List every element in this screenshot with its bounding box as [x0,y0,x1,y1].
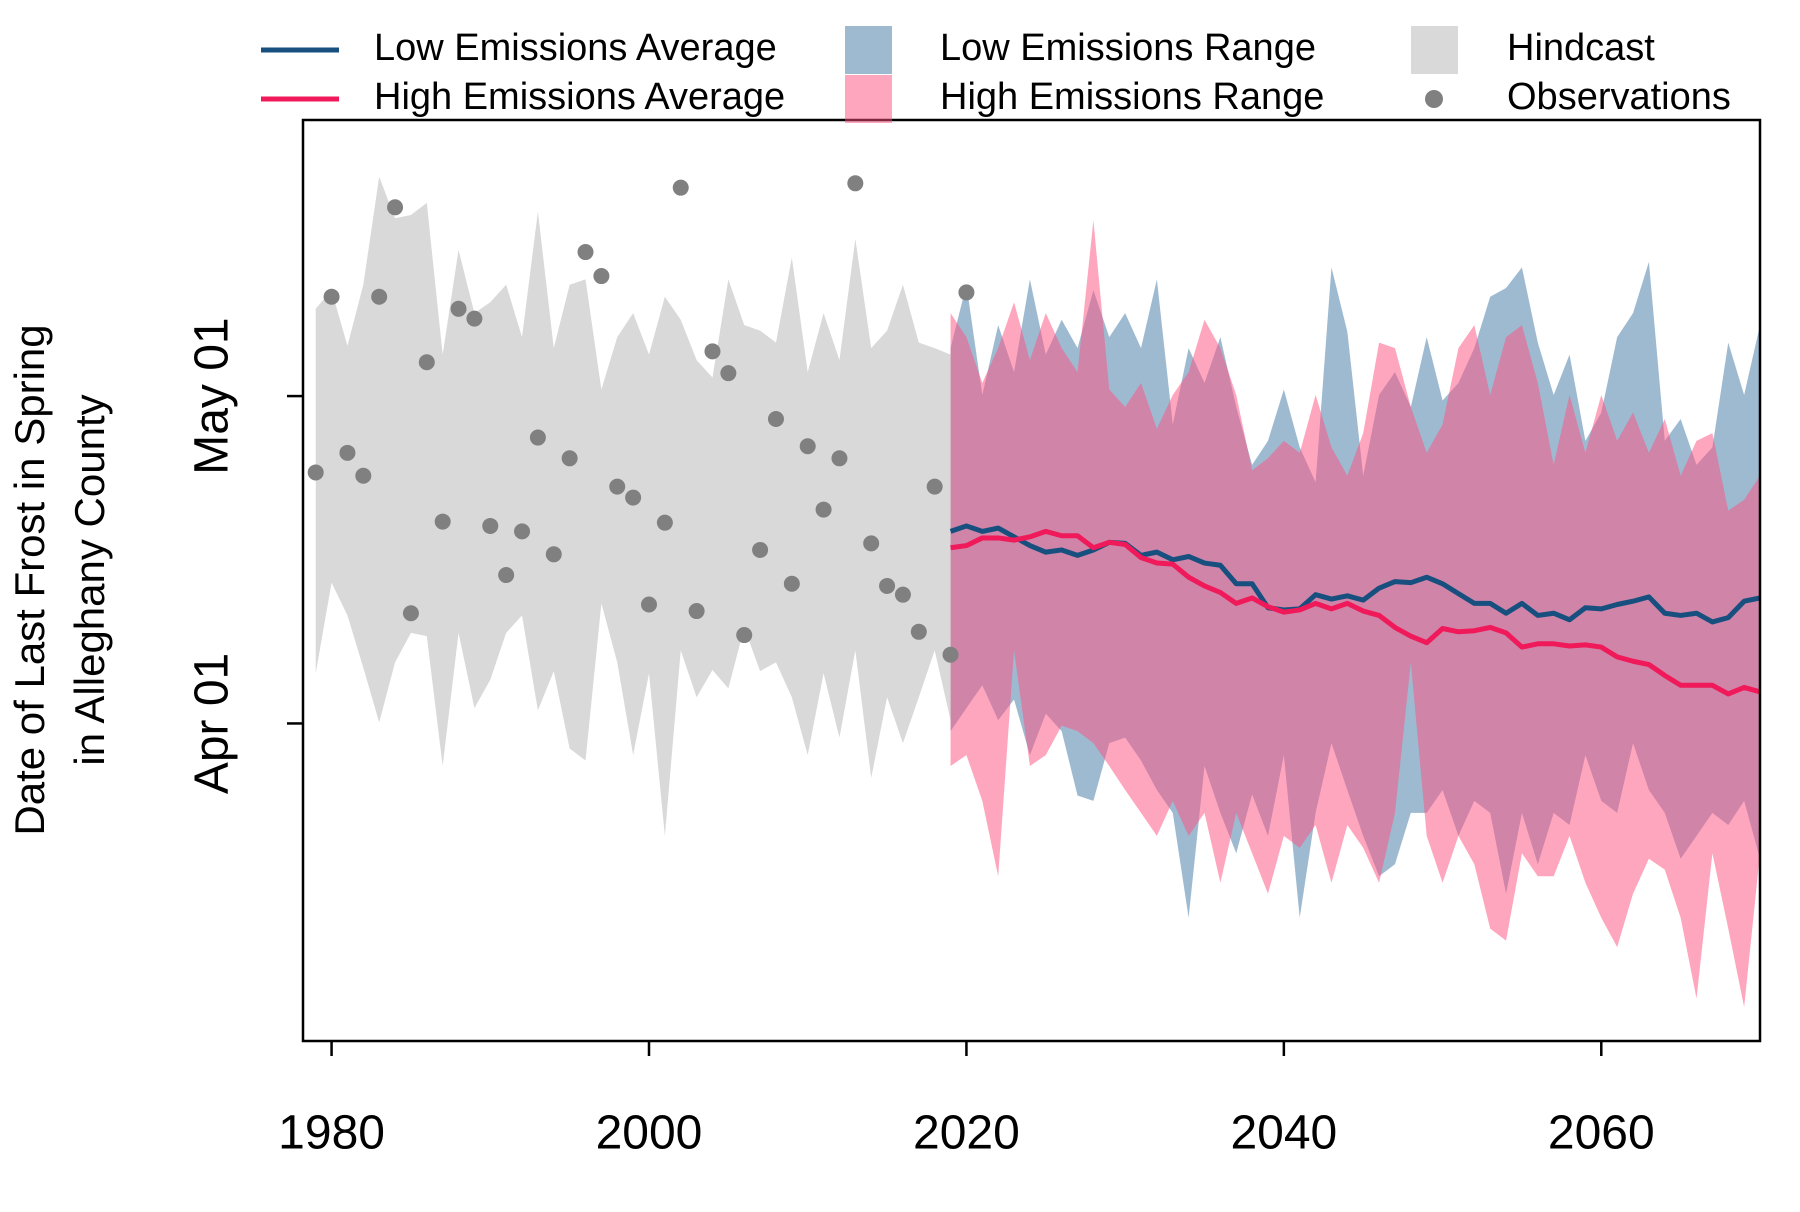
x-tick-label: 2000 [596,1107,703,1160]
observation-point [418,354,435,371]
legend-label: High Emissions Average [374,76,785,118]
x-tick-label: 2040 [1230,1107,1337,1160]
observation-point [720,365,737,382]
observation-point [339,444,356,461]
observation-point [894,586,911,603]
observation-point [355,467,372,484]
x-tick-label: 1980 [278,1107,385,1160]
observation-point [783,575,800,592]
observation-point [387,199,404,216]
observation-point [402,605,419,622]
range-band [315,176,951,836]
average-line [950,528,1760,697]
observation-point [688,603,705,620]
y-tick-label: May 01 [186,317,239,474]
observation-point [847,175,864,192]
observation-point [323,288,340,305]
observation-point [863,535,880,552]
observation-point [625,489,642,506]
legend-label: Hindcast [1507,27,1655,69]
plot-frame [301,118,1762,1043]
observation-point [799,438,816,455]
observation-point [434,513,451,530]
observation-point [926,478,943,495]
observation-point [450,300,467,317]
observation-point [736,627,753,644]
observation-point [704,343,721,360]
observation-point [561,450,578,467]
x-tick-label: 2020 [913,1107,1020,1160]
legend-swatch [1411,26,1458,74]
observation-point [482,517,499,534]
range-band [950,220,1760,1008]
observation-point [656,514,673,531]
legend-label: Low Emissions Range [940,27,1316,69]
legend-swatch [845,75,892,123]
observation-point [767,410,784,427]
observation-point [831,450,848,467]
observation-point [752,541,769,558]
legend-label: Low Emissions Average [374,27,777,69]
observation-point [577,244,594,261]
y-axis-title: Date of Last Frost in Spring [6,324,53,835]
x-tick-label: 2060 [1548,1107,1655,1160]
observation-point [529,429,546,446]
observation-point [672,179,689,196]
observation-point [593,268,610,285]
legend-swatch [845,26,892,74]
observation-point [879,577,896,594]
legend-swatch [1425,90,1443,108]
observation-point [498,567,515,584]
observation-point [514,523,531,540]
observation-point [640,596,657,613]
observation-point [942,646,959,663]
observation-point [466,310,483,327]
observation-point [609,478,626,495]
observation-point [958,284,975,301]
legend-label: Observations [1507,76,1731,118]
legend-label: High Emissions Range [940,76,1324,118]
observation-point [910,623,927,640]
y-tick-label: Apr 01 [186,653,239,794]
observation-point [815,501,832,518]
y-axis-title: in Alleghany County [66,394,113,765]
plot-area: 1980 2000 2020 2040 2060 Apr 01 May 01 [186,118,1762,1160]
plot-marks [307,175,1760,1008]
observation-point [545,546,562,563]
average-line [949,523,1760,625]
observation-point [307,464,324,481]
observation-point [371,288,388,305]
legend: Low Emissions Average High Emissions Aver… [261,26,1731,123]
